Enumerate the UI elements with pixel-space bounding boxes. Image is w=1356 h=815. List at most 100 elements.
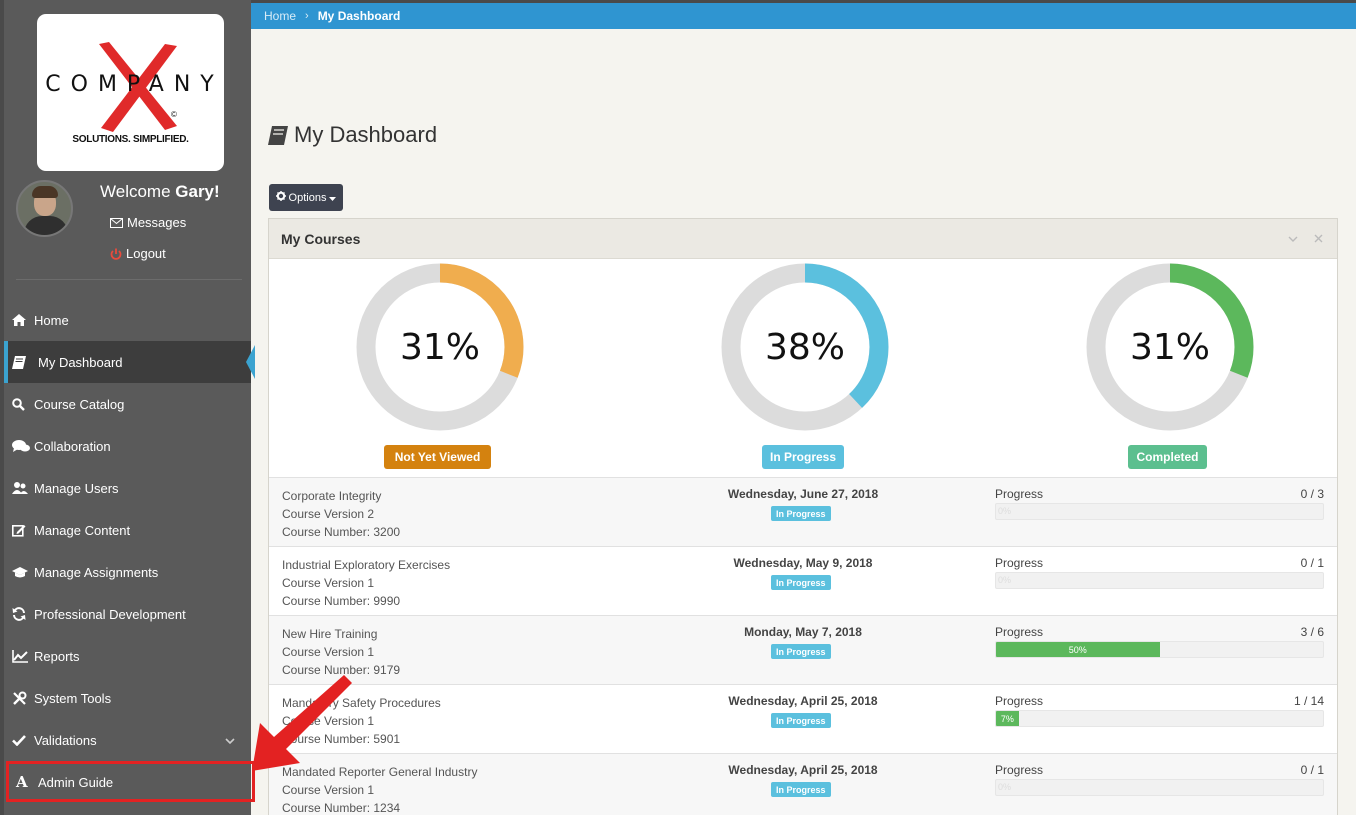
course-number: Course Number: 1234	[282, 801, 401, 815]
progress-count: 0 / 3	[1300, 487, 1324, 501]
status-badge: In Progress	[771, 575, 831, 590]
course-version: Course Version 1	[282, 576, 375, 590]
progress-bar: 0%	[995, 779, 1324, 796]
sidebar-item-reports[interactable]: Reports	[4, 635, 251, 677]
table-row[interactable]: Mandated Reporter General Industry Cours…	[269, 753, 1337, 815]
envelope-icon	[110, 217, 123, 228]
course-info: Corporate Integrity Course Version 2 Cou…	[282, 487, 400, 541]
progress-text: 0%	[998, 575, 1012, 585]
status-badge-not-yet-viewed: Not Yet Viewed	[384, 445, 491, 469]
course-name[interactable]: Mandated Reporter General Industry	[282, 765, 478, 779]
donut-value: 38%	[764, 326, 845, 368]
sidebar-item-admin-guide[interactable]: A Admin Guide	[4, 761, 251, 803]
status-badge: In Progress	[771, 644, 831, 659]
sidebar-item-system-tools[interactable]: System Tools	[4, 677, 251, 719]
sidebar-item-home[interactable]: Home	[4, 299, 251, 341]
donut-chart	[721, 263, 889, 431]
sidebar-item-label: Manage Users	[34, 480, 119, 496]
panel-header: My Courses	[269, 219, 1337, 259]
course-date: Wednesday, June 27, 2018	[727, 487, 879, 501]
logo-wordmark: COMPANY	[45, 72, 224, 97]
status-badge: In Progress	[771, 713, 831, 728]
line-chart-icon	[4, 649, 34, 663]
course-number: Course Number: 9179	[282, 663, 401, 677]
status-badge: In Progress	[771, 782, 831, 797]
close-icon[interactable]	[1314, 231, 1323, 246]
user-name: Gary!	[175, 182, 220, 201]
table-row[interactable]: Corporate Integrity Course Version 2 Cou…	[269, 477, 1337, 546]
logo-copyright: ©	[171, 110, 177, 119]
progress-text: 0%	[998, 782, 1012, 792]
sidebar-item-manage-assignments[interactable]: Manage Assignments	[4, 551, 251, 593]
messages-link[interactable]: Messages	[110, 215, 186, 230]
progress-bar: 0%	[995, 503, 1324, 520]
sidebar-item-course-catalog[interactable]: Course Catalog	[4, 383, 251, 425]
sidebar-item-collaboration[interactable]: Collaboration	[4, 425, 251, 467]
breadcrumb-home[interactable]: Home	[264, 9, 297, 23]
course-number: Course Number: 9990	[282, 594, 401, 608]
welcome-text: Welcome Gary!	[100, 182, 220, 201]
progress-fill: 50%	[996, 642, 1160, 657]
progress-label: Progress	[995, 487, 1044, 501]
company-logo[interactable]: COMPANY © SOLUTIONS. SIMPLIFIED.	[37, 14, 224, 171]
course-name[interactable]: New Hire Training	[282, 627, 378, 641]
sidebar-item-label: System Tools	[34, 690, 112, 706]
logo-x-mark-icon	[99, 42, 177, 132]
progress-label: Progress	[995, 556, 1044, 570]
breadcrumb-separator: ›	[305, 10, 309, 22]
sidebar-item-label: Admin Guide	[38, 774, 114, 790]
sidebar-item-validations[interactable]: Validations	[4, 719, 251, 761]
table-row[interactable]: Mandatory Safety Procedures Course Versi…	[269, 684, 1337, 753]
book-icon	[268, 125, 288, 145]
annotation-arrow-icon	[252, 675, 352, 771]
donut-chart	[1086, 263, 1254, 431]
donut-value: 31%	[399, 326, 480, 368]
progress-count: 1 / 14	[1293, 694, 1324, 708]
course-name[interactable]: Industrial Exploratory Exercises	[282, 558, 451, 572]
search-icon	[4, 397, 34, 411]
sidebar-item-professional-development[interactable]: Professional Development	[4, 593, 251, 635]
sidebar-item-label: Collaboration	[34, 438, 111, 454]
course-version: Course Version 1	[282, 783, 375, 797]
course-date: Wednesday, April 25, 2018	[728, 763, 878, 777]
users-icon	[4, 482, 34, 494]
course-number: Course Number: 5901	[282, 732, 401, 746]
caret-down-icon	[329, 192, 337, 204]
donut-completed: 31%	[1085, 262, 1255, 432]
options-button[interactable]: Options	[269, 184, 343, 211]
course-number: Course Number: 3200	[282, 525, 401, 539]
course-version: Course Version 2	[282, 507, 375, 521]
progress-count: 3 / 6	[1300, 625, 1324, 639]
avatar[interactable]	[16, 180, 73, 237]
logo-tagline: SOLUTIONS. SIMPLIFIED.	[72, 134, 189, 145]
sidebar-item-label: Course Catalog	[34, 396, 125, 412]
power-icon	[110, 248, 122, 260]
table-row[interactable]: New Hire Training Course Version 1 Cours…	[269, 615, 1337, 684]
sidebar: COMPANY © SOLUTIONS. SIMPLIFIED. Welcome…	[0, 0, 255, 815]
page-title: My Dashboard	[268, 122, 437, 148]
progress-label: Progress	[995, 763, 1044, 777]
chevron-down-icon[interactable]	[225, 733, 235, 748]
progress-bar: 7%	[995, 710, 1324, 727]
page-title-text: My Dashboard	[294, 122, 438, 147]
sidebar-item-manage-content[interactable]: Manage Content	[4, 509, 251, 551]
progress-bar: 50%	[995, 641, 1324, 658]
gear-icon	[275, 191, 286, 204]
sidebar-item-label: Reports	[34, 648, 80, 664]
messages-label: Messages	[127, 215, 187, 230]
course-info: Industrial Exploratory Exercises Course …	[282, 556, 450, 610]
collapse-icon[interactable]	[1288, 231, 1298, 246]
sidebar-item-manage-users[interactable]: Manage Users	[4, 467, 251, 509]
home-icon	[4, 314, 34, 326]
sidebar-item-label: Manage Content	[34, 522, 131, 538]
sidebar-item-my-dashboard[interactable]: My Dashboard	[4, 341, 251, 383]
status-badge: In Progress	[771, 506, 831, 521]
course-date: Monday, May 7, 2018	[744, 625, 862, 639]
logout-link[interactable]: Logout	[110, 246, 166, 261]
course-version: Course Version 1	[282, 645, 375, 659]
progress-text: 0%	[998, 506, 1012, 516]
donut-not-yet-viewed: 31%	[355, 262, 525, 432]
course-name[interactable]: Corporate Integrity	[282, 489, 382, 503]
sidebar-item-label: Professional Development	[34, 606, 186, 622]
table-row[interactable]: Industrial Exploratory Exercises Course …	[269, 546, 1337, 615]
